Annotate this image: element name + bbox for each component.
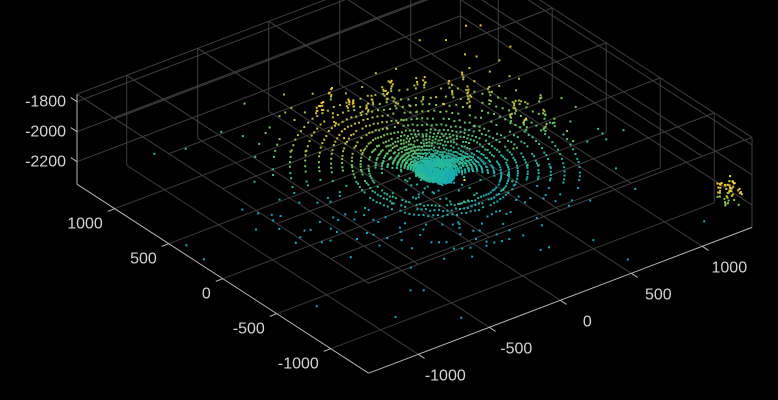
svg-text:0: 0 [583,313,592,330]
tick-labels: -1000 -500 0 500 1000 1000 500 0 -500 -1000 -1800 -… [25,94,747,385]
point-cloud-points [153,24,743,319]
svg-text:1000: 1000 [67,216,103,233]
axis-lines [76,94,753,374]
svg-text:-1000: -1000 [278,356,319,373]
svg-text:-2000: -2000 [25,124,66,141]
svg-text:1000: 1000 [712,259,748,276]
svg-text:500: 500 [645,286,672,303]
axis-ticks [70,97,709,359]
svg-text:-500: -500 [500,340,532,357]
svg-text:-500: -500 [233,321,265,338]
grid-lines [76,0,753,355]
svg-text:-2200: -2200 [25,154,66,171]
svg-text:-1000: -1000 [425,367,466,384]
svg-text:500: 500 [130,251,157,268]
svg-text:0: 0 [202,286,211,303]
svg-text:-1800: -1800 [25,94,66,111]
